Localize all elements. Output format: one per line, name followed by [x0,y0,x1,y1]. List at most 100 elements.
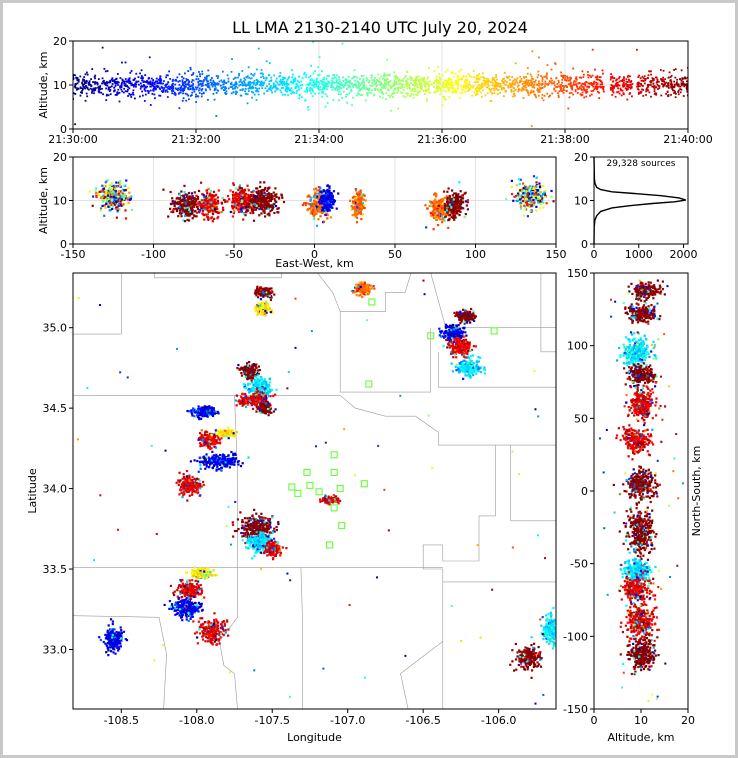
source-point [255,84,257,86]
source-point [625,78,627,80]
source-point [385,87,387,89]
source-point [286,83,288,85]
source-point [418,80,420,82]
source-point [413,94,415,96]
source-point [533,87,535,89]
source-point [588,82,590,84]
source-point [159,79,161,81]
source-point [138,84,140,86]
figure-frame: LL LMA 2130-2140 UTC July 20, 2024 21:30… [3,3,735,755]
source-point [654,88,656,90]
source-point [217,212,219,214]
source-point [468,83,470,85]
source-point [444,80,446,82]
source-point [251,201,253,203]
source-point [370,77,372,79]
source-point [516,198,518,200]
source-point [620,80,622,82]
source-point [361,193,363,195]
source-points [72,41,689,127]
source-point [351,90,353,92]
source-point [396,87,398,89]
source-point [275,80,277,82]
source-point [130,83,132,85]
source-point [406,80,408,82]
source-point [303,73,305,75]
source-point [240,81,242,83]
source-point [342,80,344,82]
source-point [150,104,152,106]
source-point [462,194,464,196]
source-point [558,80,560,82]
source-point [308,109,310,111]
y-axis-label: Altitude, km [37,51,50,118]
source-point [541,77,543,79]
source-point [146,81,148,83]
source-point [339,86,341,88]
source-point [474,91,476,93]
source-point [318,192,320,194]
source-point [357,196,359,198]
source-point [358,212,360,214]
source-point [668,85,670,87]
source-point [483,77,485,79]
source-point [317,66,319,68]
source-point [174,84,176,86]
source-point [420,83,422,85]
source-point [419,90,421,92]
source-point [360,94,362,96]
source-point [516,79,518,81]
source-point [404,96,406,98]
source-point [412,84,414,86]
source-point [189,86,191,88]
source-point [410,82,412,84]
source-point [326,88,328,90]
source-point [115,83,117,85]
source-point [377,74,379,76]
source-point [433,86,435,88]
source-point [477,81,479,83]
source-point [629,93,631,95]
source-point [424,83,426,85]
source-point [523,189,525,191]
source-point [528,84,530,86]
source-point [538,95,540,97]
source-point [332,203,334,205]
source-point [336,82,338,84]
source-point [503,87,505,89]
source-point [238,73,240,75]
source-point [260,72,262,74]
source-point [322,92,324,94]
source-point [201,80,203,82]
source-point [263,192,265,194]
source-point [263,181,265,183]
source-point [210,79,212,81]
source-point [150,83,152,85]
source-point [397,78,399,80]
source-point [105,88,107,90]
source-point [601,84,603,86]
source-point [370,85,372,87]
source-point [258,197,260,199]
source-point [451,189,453,191]
source-point [550,78,552,80]
source-point [111,208,113,210]
source-point [314,193,316,195]
source-point [117,73,119,75]
source-point [128,93,130,95]
source-point [193,206,195,208]
source-point [314,82,316,84]
source-point [352,97,354,99]
source-point [266,85,268,87]
source-point [269,80,271,82]
source-point [498,82,500,84]
source-point [511,180,513,182]
source-point [385,98,387,100]
source-point [253,83,255,85]
source-point [515,89,517,91]
source-point [359,208,361,210]
source-point [362,202,364,204]
source-point [182,82,184,84]
source-point [306,91,308,93]
source-point [427,76,429,78]
